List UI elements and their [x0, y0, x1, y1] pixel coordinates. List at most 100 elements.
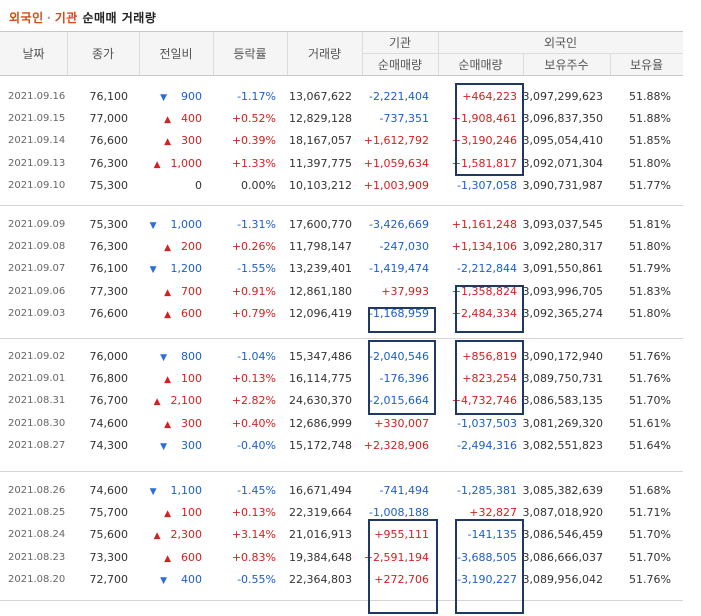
- vol-cell: 13,239,401: [289, 262, 352, 276]
- change-cell: ▲ 300: [164, 413, 202, 435]
- inst-cell: +1,003,909: [363, 178, 429, 192]
- ratio-cell: 51.61%: [629, 416, 671, 430]
- change-value: 300: [181, 416, 202, 430]
- arrow-up-icon: ▲: [153, 531, 161, 542]
- change-value: 2,300: [170, 528, 203, 542]
- table-row: 2021.08.27 74,300 -0.40% 15,172,748 +2,328,9…: [0, 435, 683, 457]
- vol-cell: 12,829,128: [289, 112, 352, 126]
- change-value: 700: [181, 284, 202, 298]
- ratio-cell: 51.81%: [629, 218, 671, 231]
- table-row: 2021.08.23 73,300 +0.83% 19,384,648 +2,591,1…: [0, 547, 683, 569]
- change-value: 200: [181, 240, 202, 254]
- rate-cell: +0.52%: [231, 112, 276, 126]
- header-divider: [287, 32, 288, 75]
- rate-cell: 0.00%: [241, 178, 276, 192]
- ratio-cell: 51.79%: [629, 262, 671, 276]
- inst-cell: +1,059,634: [363, 156, 429, 170]
- change-value: 600: [181, 550, 202, 564]
- inst-cell: -737,351: [379, 112, 429, 126]
- vol-cell: 16,671,494: [289, 484, 352, 497]
- title-rest: 순매매 거래량: [82, 11, 157, 25]
- shares-cell: 3,086,666,037: [522, 550, 603, 564]
- frgn-cell: +2,484,334: [451, 306, 517, 320]
- ratio-cell: 51.80%: [629, 156, 671, 170]
- rate-cell: -1.04%: [237, 350, 276, 363]
- frgn-cell: -1,307,058: [457, 178, 517, 192]
- date-cell: 2021.09.07: [8, 263, 66, 275]
- rate-cell: -1.17%: [237, 90, 276, 103]
- rate-cell: +3.14%: [231, 528, 276, 542]
- rate-cell: -1.31%: [237, 218, 276, 231]
- date-cell: 2021.09.08: [8, 241, 66, 253]
- header-foreign-net: 순매매량: [458, 57, 503, 72]
- change-cell: ▼ 400: [160, 569, 202, 591]
- date-cell: 2021.09.03: [8, 307, 66, 319]
- close-cell: 76,800: [89, 372, 129, 386]
- close-cell: 76,600: [89, 306, 129, 320]
- shares-cell: 3,085,382,639: [522, 484, 603, 497]
- change-cell: ▲ 300: [164, 130, 202, 152]
- rate-cell: -0.55%: [237, 572, 276, 586]
- ratio-cell: 51.64%: [629, 438, 671, 452]
- table-header: 날짜 종가 전일비 등락률 거래량 기관 순매매량 외국인 순매매량 보유주수 …: [0, 31, 683, 76]
- inst-cell: -247,030: [379, 240, 429, 254]
- rate-cell: +0.26%: [231, 240, 276, 254]
- vol-cell: 22,364,803: [289, 572, 352, 586]
- inst-cell: +2,591,194: [363, 550, 429, 564]
- vol-cell: 21,016,913: [289, 528, 352, 542]
- rate-cell: +0.13%: [231, 506, 276, 520]
- date-cell: 2021.08.20: [8, 573, 66, 585]
- inst-cell: -3,426,669: [369, 218, 429, 231]
- header-inst-net: 순매매량: [377, 57, 423, 72]
- inst-cell: -176,396: [379, 372, 429, 386]
- shares-cell: 3,097,299,623: [522, 90, 603, 103]
- table-row: 2021.08.31 76,700 +2.82% 24,630,370 -2,015,6…: [0, 390, 683, 412]
- header-foreign-ratio: 보유율: [629, 57, 664, 72]
- header-divider: [139, 32, 140, 75]
- change-cell: ▼ 1,200: [150, 258, 202, 280]
- title-separator: ·: [46, 11, 52, 25]
- arrow-up-icon: ▲: [164, 509, 171, 520]
- change-value: 100: [181, 506, 202, 520]
- frgn-cell: -2,212,844: [457, 262, 517, 276]
- date-cell: 2021.09.16: [8, 91, 66, 102]
- frgn-cell: +464,223: [462, 90, 517, 103]
- group-divider: [0, 600, 683, 601]
- shares-cell: 3,090,731,987: [522, 178, 603, 192]
- ratio-cell: 51.70%: [629, 394, 671, 408]
- close-cell: 76,100: [89, 262, 129, 276]
- rate-cell: +0.83%: [231, 550, 276, 564]
- header-divider: [523, 53, 524, 75]
- rate-cell: -1.45%: [237, 484, 276, 497]
- inst-cell: -2,015,664: [369, 394, 429, 408]
- inst-cell: -2,221,404: [369, 90, 429, 103]
- change-cell: ▲ 700: [164, 281, 202, 303]
- ratio-cell: 51.77%: [629, 178, 671, 192]
- header-divider: [362, 53, 683, 54]
- header-close: 종가: [91, 47, 115, 61]
- ratio-cell: 51.71%: [629, 506, 671, 520]
- vol-cell: 15,172,748: [289, 438, 352, 452]
- change-value: 1,100: [170, 484, 203, 497]
- change-cell: ▲ 2,100: [154, 390, 202, 412]
- rate-cell: +0.13%: [231, 372, 276, 386]
- arrow-up-icon: ▲: [164, 419, 171, 430]
- rate-cell: +0.39%: [231, 134, 276, 148]
- date-cell: 2021.09.10: [8, 179, 66, 191]
- change-cell: ▲ 600: [164, 303, 202, 325]
- frgn-cell: +4,732,746: [451, 394, 517, 408]
- change-cell: ▲ 400: [164, 108, 202, 130]
- shares-cell: 3,082,551,823: [522, 438, 603, 452]
- shares-cell: 3,086,583,135: [522, 394, 603, 408]
- title-institution: 기관: [54, 11, 78, 25]
- vol-cell: 11,397,775: [289, 156, 352, 170]
- close-cell: 73,300: [89, 550, 129, 564]
- change-cell: ▲ 200: [164, 236, 202, 258]
- change-cell: 0: [195, 175, 202, 197]
- table-row: 2021.09.14 76,600 +0.39% 18,167,057 +1,612,7…: [0, 130, 683, 152]
- arrow-down-icon: ▼: [160, 575, 167, 586]
- shares-cell: 3,092,365,274: [522, 306, 603, 320]
- highlight-box: [455, 285, 524, 333]
- date-cell: 2021.08.24: [8, 529, 66, 541]
- close-cell: 76,100: [89, 90, 129, 103]
